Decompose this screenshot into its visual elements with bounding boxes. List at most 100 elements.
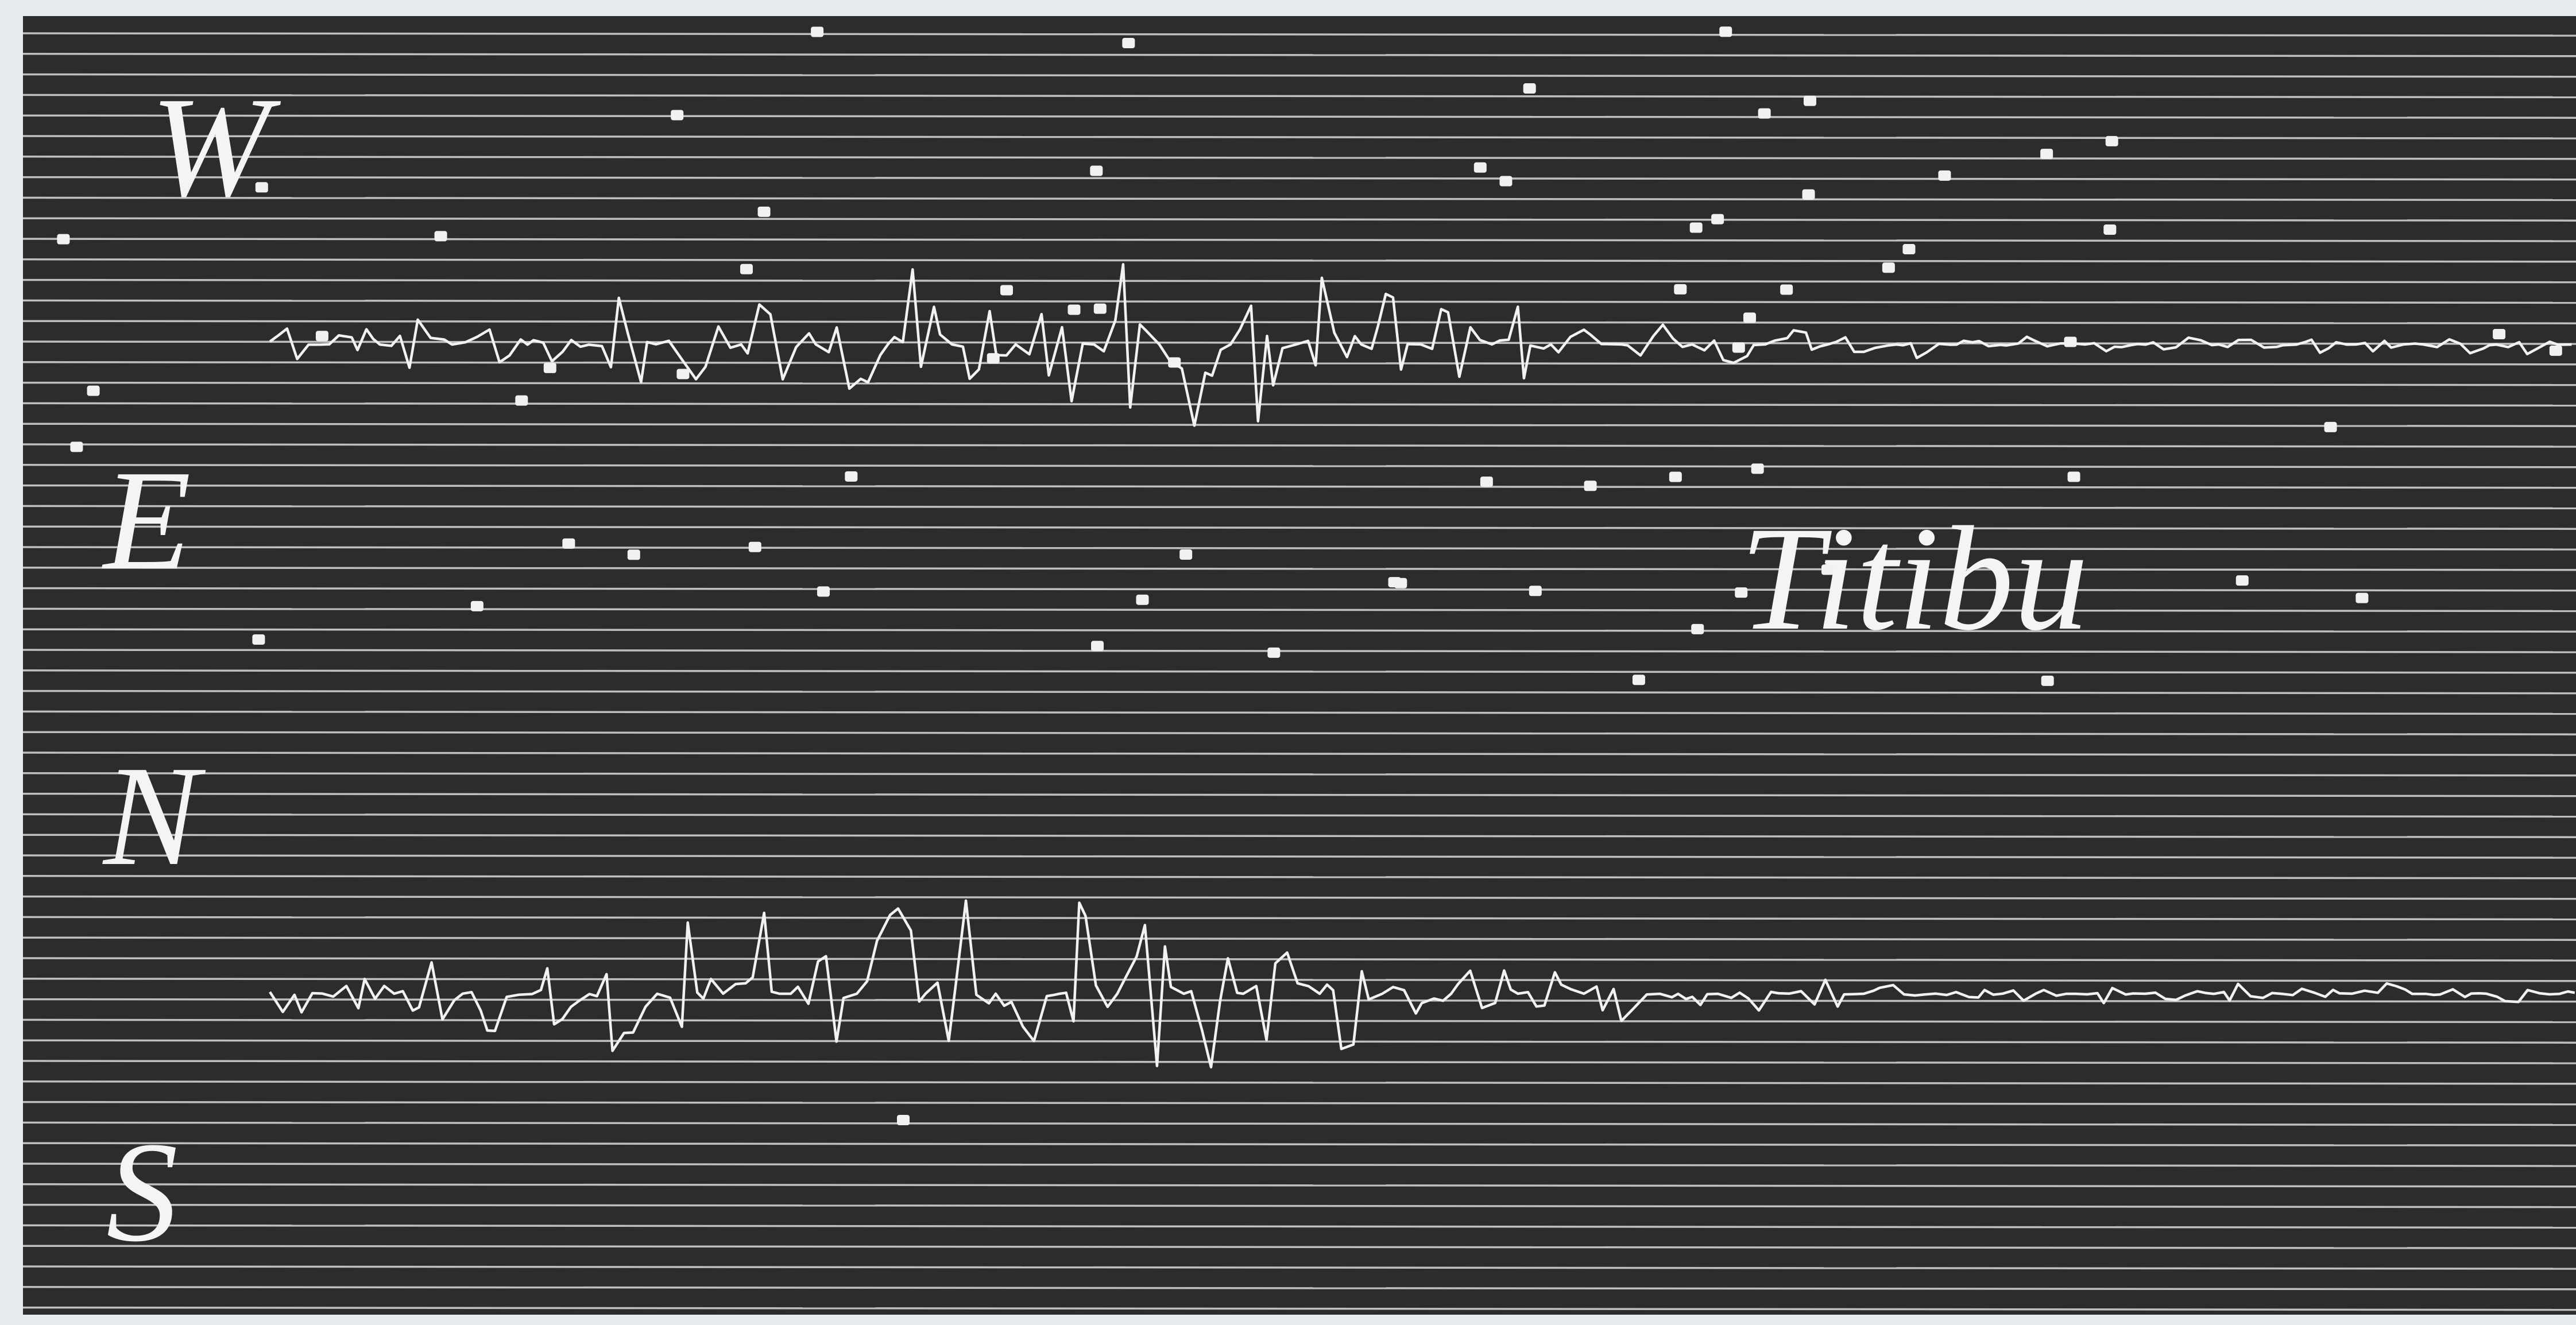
waveform	[269, 899, 2575, 1069]
time-mark	[740, 264, 753, 274]
trace-line	[22, 423, 2576, 427]
time-mark	[671, 110, 684, 121]
time-mark	[1584, 481, 1597, 491]
trace-line	[22, 587, 2576, 592]
trace-line	[22, 567, 2576, 571]
waveforms	[269, 263, 2575, 1069]
time-mark	[2324, 421, 2337, 432]
time-mark	[1093, 303, 1107, 314]
trace-line	[22, 607, 2576, 613]
time-mark	[676, 369, 690, 379]
time-mark	[515, 395, 528, 406]
time-mark	[1743, 312, 1756, 323]
trace-line	[22, 916, 2576, 921]
time-mark	[811, 26, 824, 37]
time-mark	[1000, 285, 1013, 296]
trace-line	[22, 1224, 2576, 1229]
trace-line	[22, 936, 2576, 941]
component-label: S	[106, 1113, 178, 1272]
time-mark	[1902, 244, 1916, 255]
trace-line	[22, 731, 2576, 735]
trace-line	[22, 1163, 2576, 1167]
time-mark	[1136, 594, 1149, 605]
time-marks	[57, 26, 2562, 1125]
trace-line	[22, 1203, 2576, 1208]
time-mark	[1938, 170, 1951, 181]
time-mark	[2041, 675, 2054, 686]
time-mark	[897, 1115, 910, 1125]
trace-line	[22, 649, 2576, 653]
time-mark	[1732, 342, 1745, 353]
time-mark	[1691, 623, 1704, 634]
time-mark	[2067, 471, 2080, 482]
time-mark	[1179, 549, 1193, 560]
trace-line	[22, 238, 2576, 242]
time-mark	[2105, 135, 2118, 146]
trace-line	[22, 217, 2576, 222]
time-mark	[252, 634, 265, 645]
trace-line	[22, 813, 2576, 818]
trace-line	[22, 1060, 2576, 1064]
time-mark	[70, 441, 83, 452]
component-label: W	[150, 68, 281, 227]
time-mark	[1674, 284, 1687, 295]
trace-line	[22, 464, 2576, 468]
trace-line	[22, 1183, 2576, 1188]
time-mark	[1394, 578, 1407, 588]
trace-line	[22, 834, 2576, 838]
trace-line	[22, 505, 2576, 510]
time-mark	[1067, 304, 1081, 315]
trace-line	[22, 1286, 2576, 1291]
trace-line	[22, 1039, 2576, 1044]
trace-line	[22, 689, 2576, 695]
trace-line	[22, 1265, 2576, 1270]
waveform	[269, 263, 2572, 427]
trace-line	[22, 1101, 2576, 1106]
time-mark	[748, 541, 761, 552]
trace-line	[22, 258, 2576, 263]
time-mark	[255, 182, 268, 193]
time-mark	[1751, 463, 1764, 474]
trace-line	[22, 443, 2576, 448]
trace-line	[22, 278, 2576, 284]
trace-line	[22, 361, 2576, 366]
time-mark	[1480, 476, 1493, 487]
component-label: E	[102, 441, 191, 600]
trace-line	[22, 895, 2576, 900]
time-mark	[845, 471, 858, 482]
time-mark	[627, 549, 640, 560]
component-label: N	[102, 737, 206, 896]
time-mark	[2235, 575, 2249, 586]
trace-line	[22, 176, 2576, 181]
time-mark	[1669, 471, 1682, 482]
trace-line	[22, 381, 2576, 386]
time-mark	[2103, 224, 2117, 235]
time-mark	[1735, 587, 1748, 598]
time-mark	[434, 231, 447, 242]
time-mark	[1882, 262, 1895, 273]
time-mark	[1090, 165, 1103, 176]
time-mark	[315, 331, 328, 342]
time-mark	[470, 600, 484, 611]
time-mark	[2549, 345, 2562, 356]
trace-line	[22, 73, 2576, 78]
trace-line	[22, 875, 2576, 880]
time-mark	[1689, 222, 1703, 233]
trace-line	[22, 772, 2576, 777]
time-mark	[1529, 586, 1542, 596]
time-mark	[1632, 675, 1645, 685]
time-mark	[2040, 149, 2053, 160]
record-sheet	[23, 16, 2576, 1315]
time-mark	[2355, 592, 2369, 603]
trace-line	[22, 669, 2576, 674]
trace-line	[22, 854, 2576, 859]
time-mark	[1122, 37, 1135, 48]
time-mark	[1758, 108, 1771, 119]
trace-line	[22, 751, 2576, 756]
time-mark	[1803, 95, 1816, 106]
time-mark	[2493, 328, 2506, 339]
trace-line	[22, 32, 2576, 37]
trace-lines	[22, 32, 2576, 1311]
time-mark	[2064, 336, 2077, 347]
time-mark	[1711, 214, 1724, 224]
